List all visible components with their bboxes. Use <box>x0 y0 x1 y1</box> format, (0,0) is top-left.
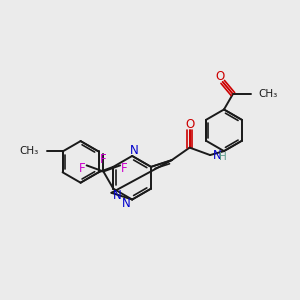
Text: N: N <box>130 145 139 158</box>
Text: CH₃: CH₃ <box>259 89 278 99</box>
Text: N: N <box>113 189 122 202</box>
Text: CH₃: CH₃ <box>20 146 39 157</box>
Text: N: N <box>122 197 130 210</box>
Text: F: F <box>79 162 86 175</box>
Text: O: O <box>185 118 194 131</box>
Text: N: N <box>213 148 222 162</box>
Text: F: F <box>121 162 128 175</box>
Text: F: F <box>100 153 107 166</box>
Text: H: H <box>219 152 227 162</box>
Text: O: O <box>215 70 224 83</box>
